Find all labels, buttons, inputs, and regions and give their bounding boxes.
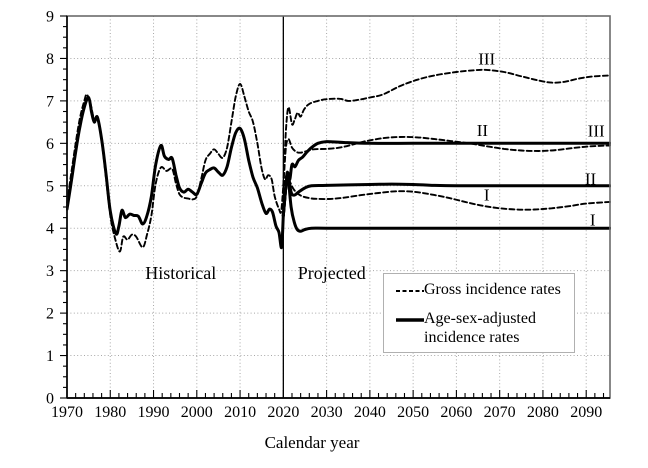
adjusted-I-label: I <box>590 211 596 230</box>
y-tick-label: 7 <box>46 93 54 110</box>
y-tick-label: 6 <box>46 136 54 153</box>
series-gross-projected-II <box>282 135 611 187</box>
x-tick-label: 2050 <box>397 404 429 421</box>
gross-I-label: I <box>484 186 490 205</box>
x-tick-label: 2070 <box>484 404 516 421</box>
x-tick-label: 2010 <box>224 404 256 421</box>
y-tick-label: 9 <box>46 9 54 26</box>
x-tick-label: 2090 <box>570 404 602 421</box>
y-tick-label: 3 <box>46 263 54 280</box>
legend-label-adjusted: Age-sex-adjusted incidence rates <box>424 310 536 346</box>
y-tick-label: 2 <box>46 306 54 323</box>
adjusted-III-label: III <box>588 122 605 141</box>
series-gross-projected-III <box>282 68 611 187</box>
y-tick-label: 4 <box>46 221 54 238</box>
y-tick-label: 0 <box>46 391 54 408</box>
legend-item-gross: Gross incidence rates <box>396 281 570 299</box>
gross-III-label: III <box>478 49 495 68</box>
legend-label-gross: Gross incidence rates <box>424 281 561 298</box>
legend: Gross incidence rates Age-sex-adjusted i… <box>383 273 575 353</box>
x-tick-label: 2020 <box>267 404 299 421</box>
historical-label: Historical <box>145 263 216 283</box>
series-adjusted-projected-II <box>281 171 611 217</box>
y-tick-label: 8 <box>46 51 54 68</box>
gross-II-label: II <box>477 121 489 140</box>
series-adjusted-historical <box>66 95 285 250</box>
axis-ticks <box>60 15 605 399</box>
adjusted-II-label: II <box>585 170 597 189</box>
solid-line-sample-icon <box>396 318 424 323</box>
x-axis-title: Calendar year <box>264 433 360 452</box>
y-tick-label: 5 <box>46 178 54 195</box>
x-tick-label: 2000 <box>181 404 213 421</box>
x-tick-label: 1980 <box>94 404 126 421</box>
x-tick-label: 1970 <box>51 404 83 421</box>
x-tick-label: 2030 <box>311 404 343 421</box>
series-gross-projected-I <box>282 174 611 211</box>
x-tick-label: 1990 <box>138 404 170 421</box>
x-tick-label: 2080 <box>527 404 559 421</box>
legend-item-adjusted: Age-sex-adjusted incidence rates <box>396 310 570 347</box>
x-tick-label: 2040 <box>354 404 386 421</box>
dashed-line-sample-icon <box>396 290 424 292</box>
series-adjusted-projected-I <box>281 170 611 233</box>
projected-label: Projected <box>298 263 366 283</box>
x-tick-label: 2060 <box>440 404 472 421</box>
series-adjusted-projected-III <box>281 140 611 217</box>
y-tick-label: 1 <box>46 348 54 365</box>
